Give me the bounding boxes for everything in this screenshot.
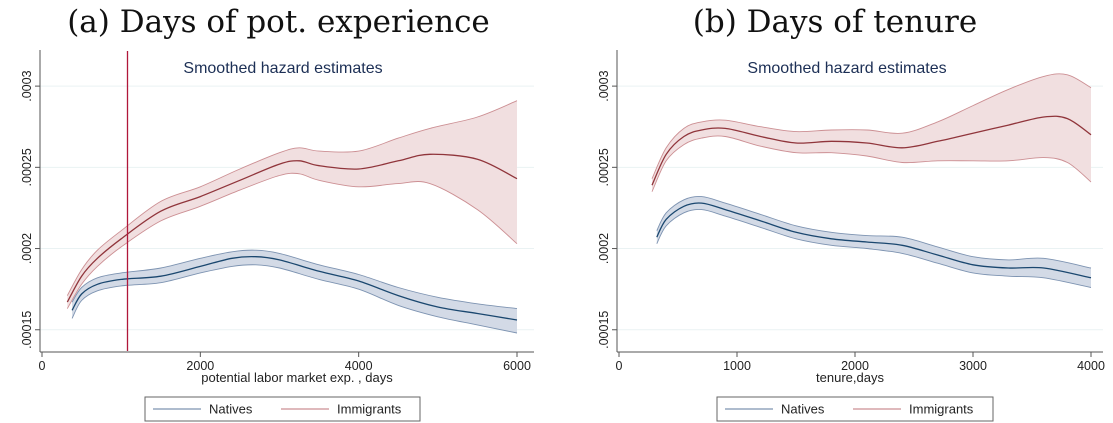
chart-a-ytick-label-0: .00015 xyxy=(20,311,34,349)
chart-b-xtick-label-0: 0 xyxy=(616,359,623,373)
panel-a: (a) Days of pot. experience Smoothed haz… xyxy=(20,4,534,422)
chart-a-x-axis-label: potential labor market exp. , days xyxy=(201,370,393,385)
chart-a-xtick-label-3: 6000 xyxy=(503,359,531,373)
chart-a-immigrants-band xyxy=(67,100,518,309)
chart-a-xtick-label-0: 0 xyxy=(39,359,46,373)
chart-a-natives-band xyxy=(72,250,517,333)
chart-b-legend-label-immigrants: Immigrants xyxy=(909,402,974,417)
panel-a-caption: (a) Days of pot. experience xyxy=(67,4,490,40)
chart-b-immigrants-line xyxy=(651,115,1092,186)
chart-a-immigrants-upper-bound xyxy=(66,100,518,296)
chart-a: Smoothed hazard estimates .00015 .0002 .000… xyxy=(20,50,534,422)
chart-a-natives-upper-bound xyxy=(71,249,518,310)
chart-b-xtick-label-2: 2000 xyxy=(841,359,869,373)
chart-a-xtick-label-1: 2000 xyxy=(186,359,214,373)
chart-a-legend-label-immigrants: Immigrants xyxy=(337,402,402,417)
chart-b-legend-label-natives: Natives xyxy=(781,402,825,417)
panel-b: (b) Days of tenure Smoothed hazard estim… xyxy=(557,0,1113,423)
chart-b: Smoothed hazard estimates .00015 .0002 .000… xyxy=(597,50,1105,422)
chart-b-ytick-label-2: .00025 xyxy=(597,148,611,186)
chart-a-ytick-label-3: .0003 xyxy=(20,70,34,101)
chart-b-immigrants-upper-bound xyxy=(651,73,1092,179)
chart-b-natives-upper-bound xyxy=(656,196,1092,269)
chart-a-title: Smoothed hazard estimates xyxy=(183,60,382,77)
chart-b-xtick-label-1: 1000 xyxy=(723,359,751,373)
chart-a-ytick-label-2: .00025 xyxy=(20,148,34,186)
chart-b-immigrants-lower-bound xyxy=(651,135,1092,192)
chart-b-ytick-label-1: .0002 xyxy=(597,233,611,264)
chart-b-ytick-label-3: .0003 xyxy=(597,70,611,101)
chart-b-ytick-label-0: .00015 xyxy=(597,311,611,349)
chart-a-immigrants-lower-bound xyxy=(66,172,518,309)
chart-a-natives-lower-bound xyxy=(71,264,518,334)
chart-a-ytick-label-1: .0002 xyxy=(20,233,34,264)
panel-b-caption: (b) Days of tenure xyxy=(692,4,978,40)
chart-b-title: Smoothed hazard estimates xyxy=(747,60,946,77)
chart-a-natives-line xyxy=(71,255,518,321)
chart-a-legend-label-natives: Natives xyxy=(209,402,253,417)
chart-b-xtick-label-3: 3000 xyxy=(959,359,987,373)
chart-a-immigrants-line xyxy=(66,153,518,303)
chart-b-immigrants-band xyxy=(652,73,1091,192)
chart-b-xtick-label-4: 4000 xyxy=(1077,359,1105,373)
chart-b-natives-line xyxy=(656,202,1092,279)
chart-b-x-axis-label: tenure,days xyxy=(816,370,884,385)
chart-a-xtick-label-2: 4000 xyxy=(345,359,373,373)
chart-b-natives-lower-bound xyxy=(656,209,1092,288)
